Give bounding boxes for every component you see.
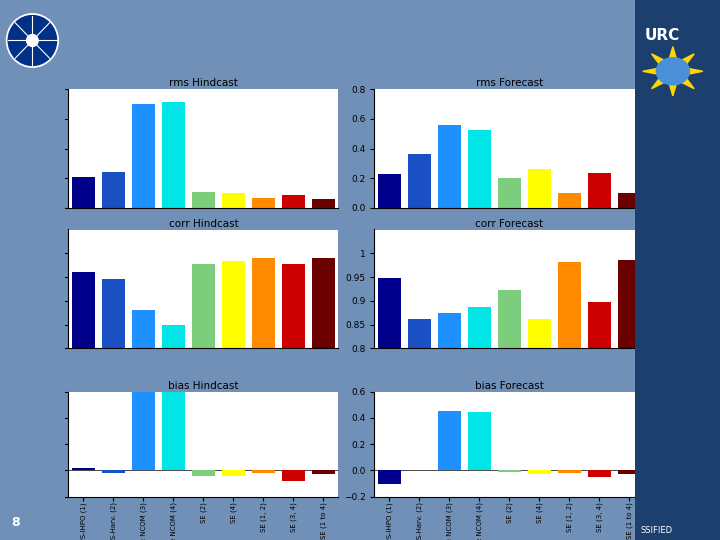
- Bar: [72, 177, 94, 208]
- Title: corr Hindcast: corr Hindcast: [168, 219, 238, 229]
- Bar: [132, 104, 155, 208]
- Circle shape: [8, 16, 57, 65]
- Text: SSIFIED: SSIFIED: [641, 525, 673, 535]
- Bar: [192, 470, 215, 476]
- Bar: [378, 278, 400, 540]
- Bar: [252, 198, 274, 208]
- Bar: [102, 172, 125, 208]
- Circle shape: [6, 14, 58, 68]
- Bar: [438, 125, 461, 208]
- Bar: [438, 411, 461, 470]
- Bar: [282, 264, 305, 540]
- Bar: [558, 193, 580, 208]
- Polygon shape: [643, 46, 703, 96]
- Title: rms Hindcast: rms Hindcast: [169, 78, 238, 89]
- Bar: [312, 470, 335, 475]
- Bar: [252, 258, 274, 540]
- Bar: [222, 261, 245, 540]
- Title: corr Forecast: corr Forecast: [475, 219, 544, 229]
- Bar: [558, 262, 580, 540]
- Bar: [282, 194, 305, 208]
- Text: URC: URC: [645, 28, 680, 43]
- Bar: [252, 470, 274, 473]
- Bar: [408, 319, 431, 540]
- Bar: [498, 178, 521, 208]
- Bar: [132, 310, 155, 540]
- Bar: [438, 313, 461, 540]
- Bar: [468, 307, 490, 540]
- Bar: [588, 173, 611, 208]
- Bar: [378, 174, 400, 208]
- Bar: [618, 470, 641, 475]
- Circle shape: [27, 35, 38, 46]
- Bar: [102, 470, 125, 473]
- Bar: [378, 470, 400, 484]
- Bar: [102, 279, 125, 540]
- Bar: [408, 154, 431, 208]
- Bar: [528, 470, 551, 475]
- Bar: [162, 325, 184, 540]
- Bar: [312, 199, 335, 208]
- Title: bias Hindcast: bias Hindcast: [168, 381, 238, 391]
- Bar: [468, 412, 490, 470]
- Bar: [618, 193, 641, 208]
- Bar: [132, 392, 155, 470]
- Title: rms Forecast: rms Forecast: [476, 78, 543, 89]
- Bar: [588, 302, 611, 540]
- Bar: [72, 468, 94, 470]
- Circle shape: [657, 58, 689, 85]
- Bar: [468, 130, 490, 208]
- Bar: [222, 470, 245, 476]
- Bar: [558, 470, 580, 473]
- Text: 8: 8: [11, 516, 19, 530]
- Bar: [312, 258, 335, 540]
- Bar: [528, 319, 551, 540]
- Bar: [72, 272, 94, 540]
- Bar: [618, 260, 641, 540]
- Title: bias Forecast: bias Forecast: [475, 381, 544, 391]
- Bar: [588, 470, 611, 477]
- Bar: [162, 392, 184, 470]
- Bar: [498, 291, 521, 540]
- Bar: [498, 470, 521, 472]
- Bar: [528, 168, 551, 208]
- Bar: [192, 264, 215, 540]
- Bar: [162, 102, 184, 208]
- Bar: [222, 193, 245, 208]
- Bar: [192, 192, 215, 208]
- Bar: [282, 470, 305, 481]
